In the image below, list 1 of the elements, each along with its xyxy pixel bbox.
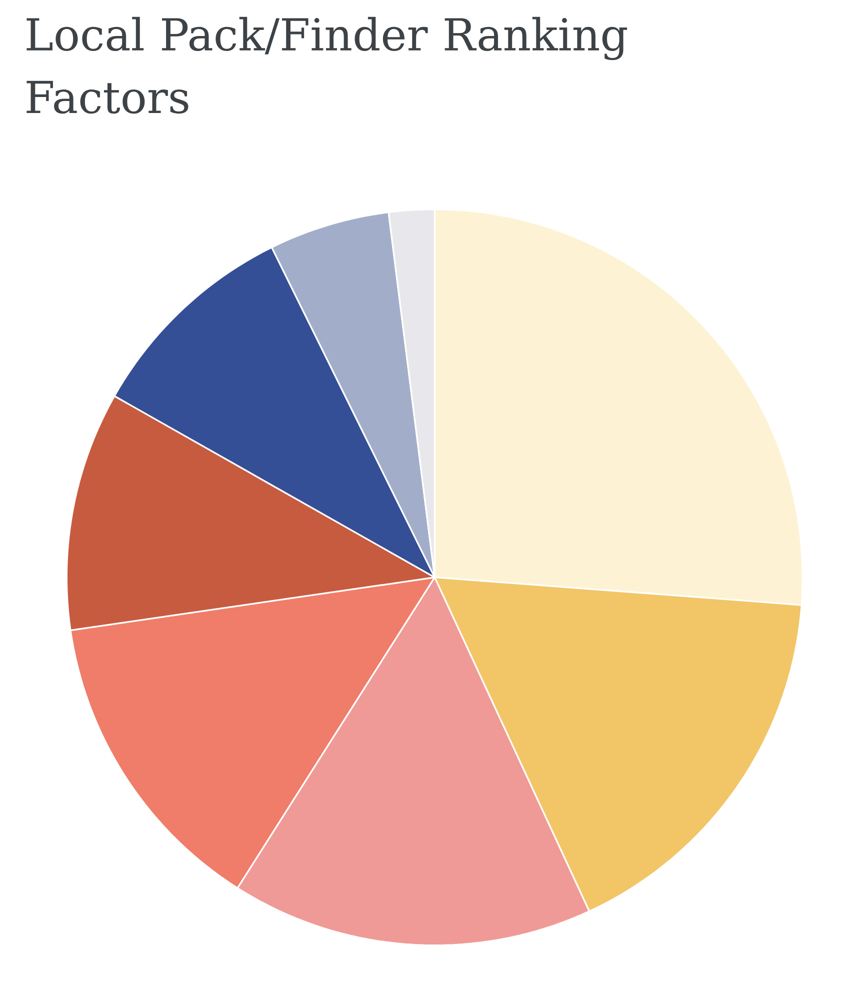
chart-title: Local Pack/Finder Ranking Factors bbox=[26, 16, 628, 114]
